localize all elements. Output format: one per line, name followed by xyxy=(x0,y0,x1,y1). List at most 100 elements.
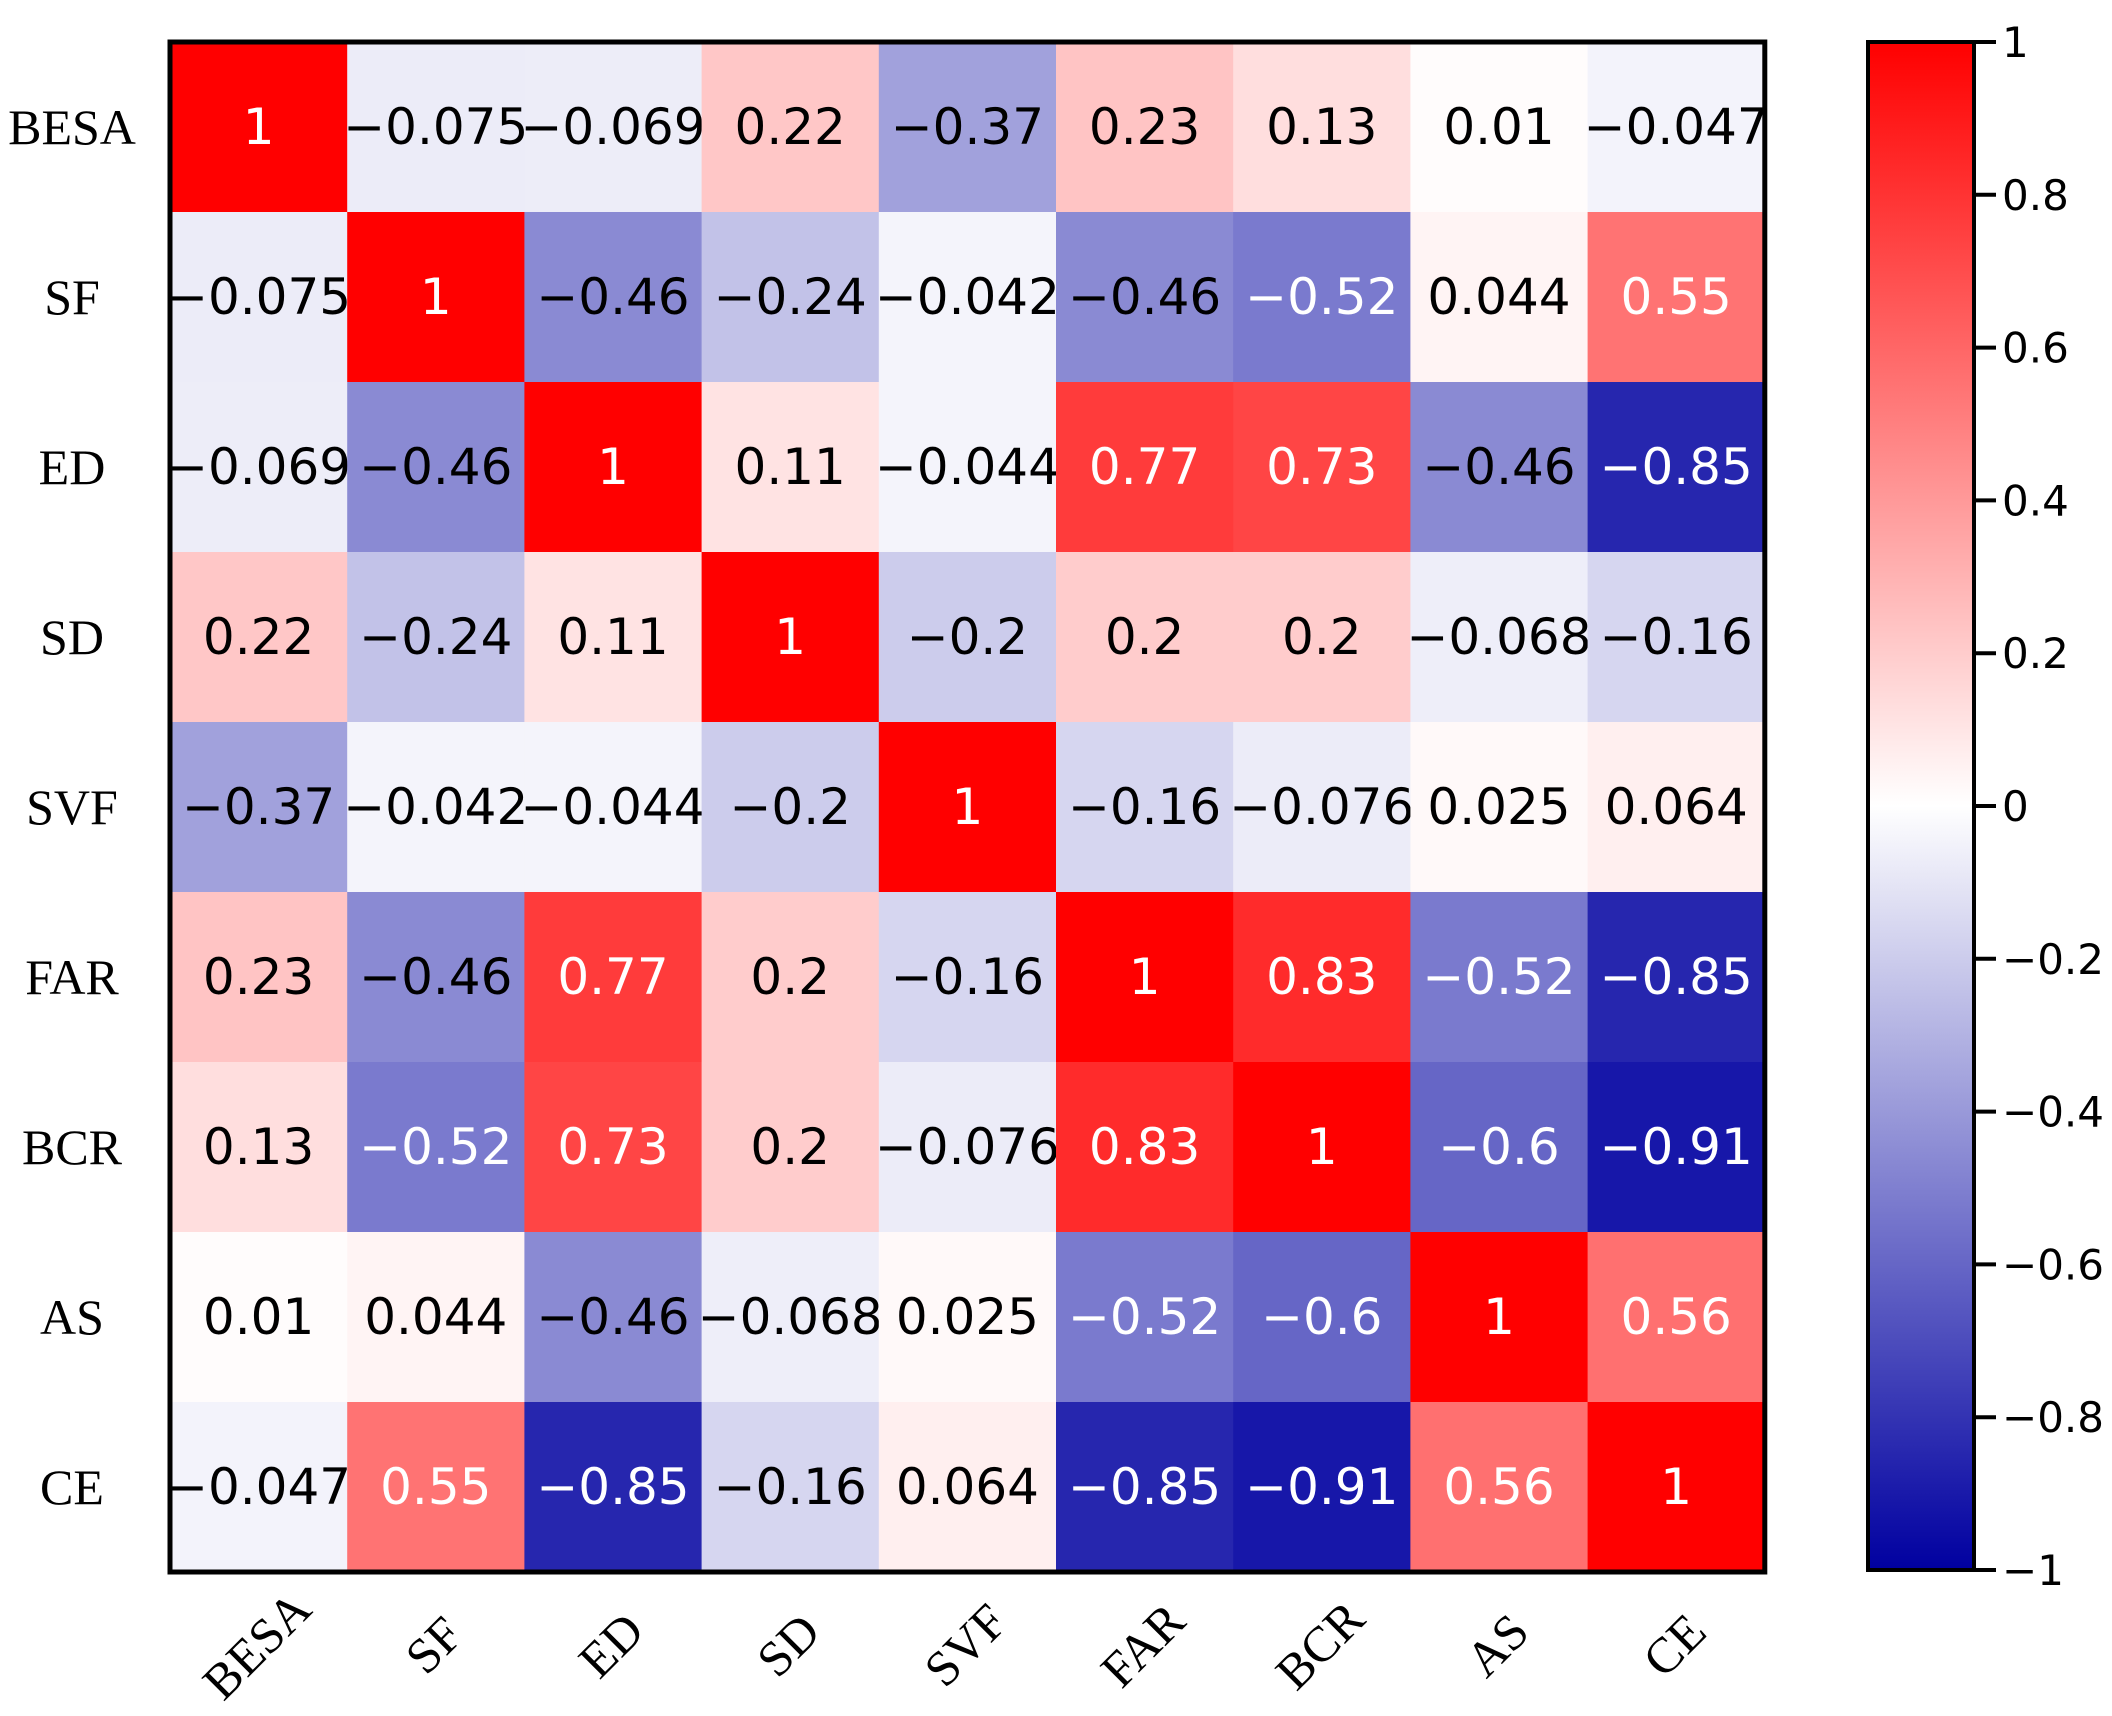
heatmap-cell xyxy=(170,1402,348,1573)
heatmap-cell xyxy=(701,892,880,1063)
cell-value-label: 0.77 xyxy=(557,948,668,1006)
cell-value-label: −0.16 xyxy=(891,948,1044,1006)
cell-value-label: −0.46 xyxy=(1068,268,1221,326)
cell-value-label: −0.068 xyxy=(698,1288,883,1346)
column-label: ED xyxy=(568,1602,655,1689)
heatmap-cell xyxy=(347,552,525,723)
cell-value-label: 0.83 xyxy=(1266,948,1377,1006)
cell-value-label: −0.076 xyxy=(1229,778,1414,836)
row-label: ED xyxy=(39,439,106,495)
heatmap-cell xyxy=(524,552,703,723)
cell-value-label: 0.73 xyxy=(1266,438,1377,496)
heatmap-cell xyxy=(878,552,1057,723)
cell-value-label: 0.11 xyxy=(557,608,668,666)
heatmap-cell xyxy=(1056,212,1234,383)
heatmap-cell xyxy=(878,382,1057,553)
heatmap-cell xyxy=(1233,892,1411,1063)
heatmap-cell xyxy=(1587,382,1766,553)
heatmap-cell xyxy=(1233,382,1411,553)
matrix-frame xyxy=(167,39,1768,1575)
heatmap-cell xyxy=(1410,212,1589,383)
cell-value-label: 1 xyxy=(243,98,275,156)
cell-value-label: −0.16 xyxy=(1068,778,1221,836)
cell-value-label: −0.075 xyxy=(166,268,351,326)
heatmap-cell xyxy=(170,382,348,553)
heatmap-cell xyxy=(524,722,703,893)
colorbar-ticks: 1 0.8 0.6 0.4 0.2 0 −0.2 −0.4 −0.6 −0.8 −1 xyxy=(1974,18,2104,1595)
cell-value-label: −0.6 xyxy=(1261,1288,1382,1346)
heatmap-cell xyxy=(524,1232,703,1403)
heatmap-cell xyxy=(878,212,1057,383)
cell-value-label: 0.23 xyxy=(1089,98,1200,156)
cell-value-label: −0.85 xyxy=(1068,1458,1221,1516)
colorbar: 1 0.8 0.6 0.4 0.2 0 −0.2 −0.4 −0.6 −0.8 −1 xyxy=(1866,18,2104,1595)
heatmap-cell xyxy=(1587,42,1766,213)
cell-value-label: 0.2 xyxy=(1105,608,1185,666)
column-label: SVF xyxy=(913,1593,1017,1697)
colorbar-tick-label: 0.6 xyxy=(2002,324,2069,373)
heatmap-cell xyxy=(1056,1062,1234,1233)
heatmap-cell xyxy=(1233,42,1411,213)
cell-value-label: 1 xyxy=(597,438,629,496)
heatmap-cell xyxy=(1233,1232,1411,1403)
cell-value-label: −0.042 xyxy=(875,268,1060,326)
column-label: SF xyxy=(394,1606,473,1685)
cell-value-label: 0.22 xyxy=(735,98,846,156)
heatmap-cell xyxy=(701,552,880,723)
cell-value-label: −0.2 xyxy=(729,778,850,836)
heatmap-cell xyxy=(170,1232,348,1403)
cell-value-label: −0.46 xyxy=(1422,438,1575,496)
heatmap-cell xyxy=(347,892,525,1063)
heatmap-cell xyxy=(347,42,525,213)
heatmap-cell xyxy=(1056,1402,1234,1573)
colorbar-tick-label: −0.4 xyxy=(2002,1088,2104,1137)
heatmap-cell xyxy=(170,212,348,383)
cell-value-label: 0.044 xyxy=(1427,268,1570,326)
heatmap-cell xyxy=(1587,892,1766,1063)
row-label: SVF xyxy=(26,779,118,835)
cell-value-label: −0.85 xyxy=(536,1458,689,1516)
cell-value-label: 0.064 xyxy=(1605,778,1748,836)
heatmap-cell xyxy=(878,42,1057,213)
heatmap-cell xyxy=(1587,1232,1766,1403)
heatmap-cell xyxy=(524,382,703,553)
colorbar-tick-label: −1 xyxy=(2002,1546,2064,1595)
row-label: BESA xyxy=(8,99,136,155)
heatmap-cell xyxy=(878,1402,1057,1573)
cell-value-label: 1 xyxy=(1129,948,1161,1006)
row-label: BCR xyxy=(22,1119,123,1175)
cell-value-label: −0.047 xyxy=(166,1458,351,1516)
heatmap-cell xyxy=(1233,212,1411,383)
cell-value-label: −0.91 xyxy=(1245,1458,1398,1516)
cell-value-label: −0.46 xyxy=(359,438,512,496)
heatmap-cell xyxy=(1410,1402,1589,1573)
heatmap-cell xyxy=(1410,42,1589,213)
heatmap-cell xyxy=(524,892,703,1063)
row-label: SF xyxy=(44,269,100,325)
cell-value-label: 0.01 xyxy=(203,1288,314,1346)
cell-value-label: −0.042 xyxy=(343,778,528,836)
heatmap-cell xyxy=(347,722,525,893)
cell-value-label: 0.73 xyxy=(557,1118,668,1176)
colorbar-tick-label: 1 xyxy=(2002,18,2029,67)
heatmap-cell xyxy=(524,42,703,213)
heatmap-cell xyxy=(1587,1062,1766,1233)
cell-value-label: 0.11 xyxy=(735,438,846,496)
heatmap-cell xyxy=(524,1402,703,1573)
cell-value-label: 1 xyxy=(1306,1118,1338,1176)
cell-value-label: 0.55 xyxy=(1621,268,1732,326)
heatmap-cell xyxy=(1056,42,1234,213)
heatmap-cell xyxy=(878,722,1057,893)
colorbar-tick-label: 0.8 xyxy=(2002,171,2069,220)
row-label: SD xyxy=(40,609,104,665)
heatmap-cell xyxy=(1410,892,1589,1063)
column-label: BESA xyxy=(192,1580,322,1710)
heatmap-cell xyxy=(347,1402,525,1573)
cell-value-label: −0.069 xyxy=(520,98,705,156)
cell-value-label: −0.52 xyxy=(1422,948,1575,1006)
cell-value-label: 0.56 xyxy=(1621,1288,1732,1346)
cell-value-label: 0.2 xyxy=(1282,608,1362,666)
colorbar-tick-label: −0.6 xyxy=(2002,1240,2104,1289)
heatmap-cell xyxy=(1233,1402,1411,1573)
